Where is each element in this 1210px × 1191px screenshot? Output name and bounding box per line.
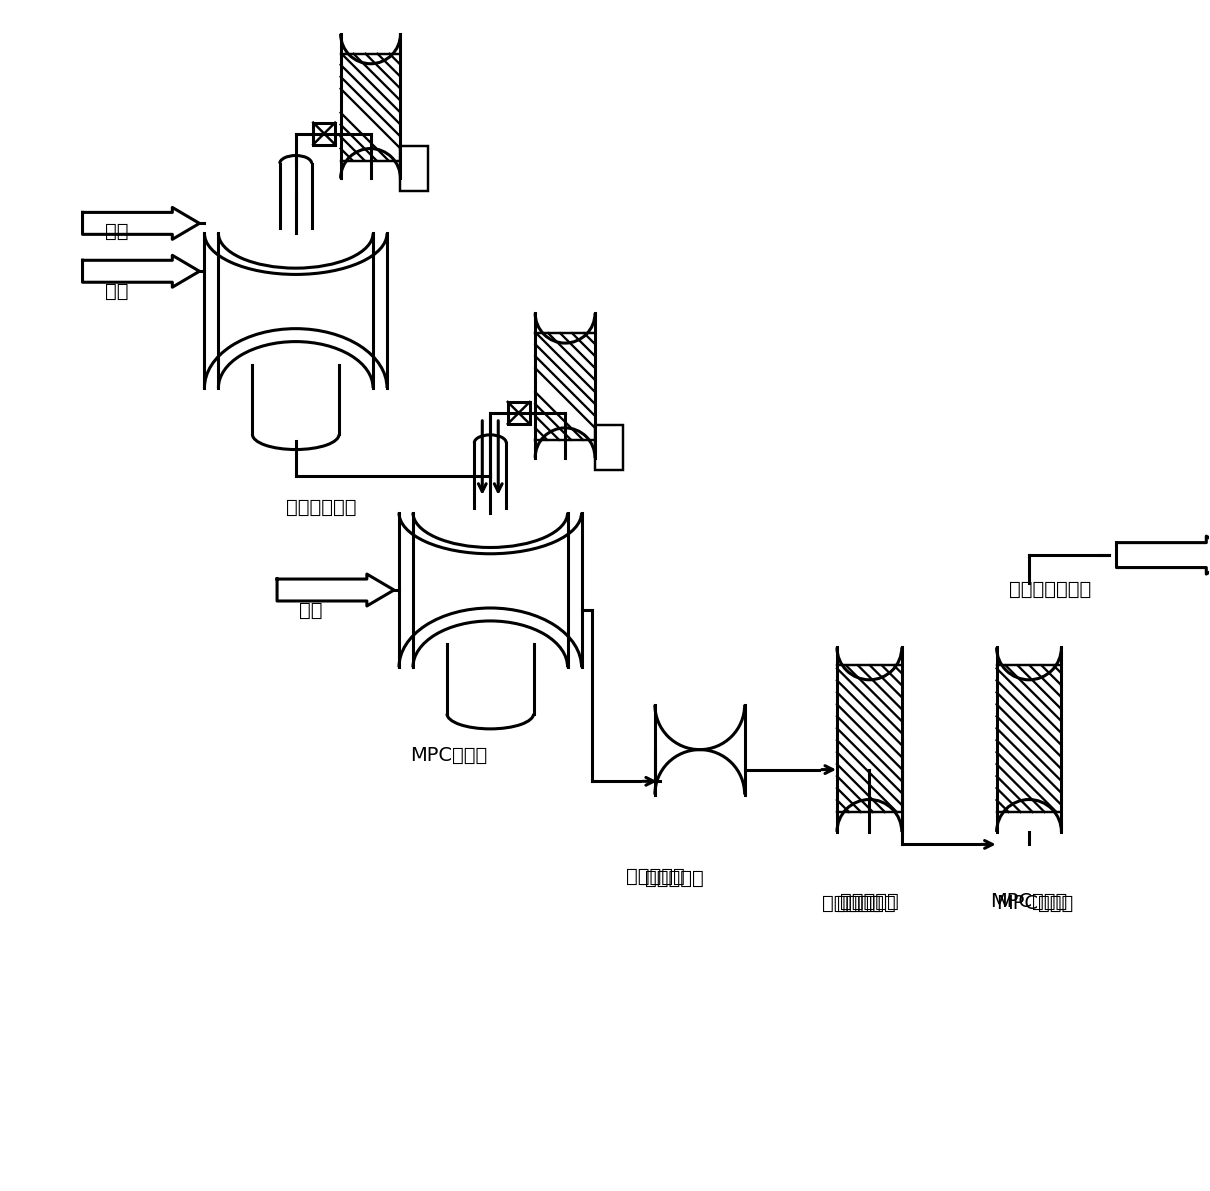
Bar	[401, 146, 428, 191]
Text: 苯氨基甲酸甲酩: 苯氨基甲酸甲酩	[1009, 580, 1091, 599]
Bar	[313, 123, 335, 144]
Text: 尿素: 尿素	[105, 282, 128, 300]
Text: 苯胺: 苯胺	[105, 222, 128, 241]
Text: MPC合成釜: MPC合成釜	[410, 746, 488, 765]
Text: 甲醇回莒罐: 甲醇回莒罐	[626, 867, 685, 886]
Text: 甲醇回莒罐: 甲醇回莒罐	[822, 894, 881, 913]
Bar	[508, 401, 530, 424]
Text: 甲醇回莒罐: 甲醇回莒罐	[645, 869, 704, 888]
Text: 混合脲合成釜: 混合脲合成釜	[286, 498, 356, 517]
Text: 甲醇: 甲醇	[299, 600, 323, 619]
Text: MPC精制塔: MPC精制塔	[997, 894, 1073, 913]
Bar	[595, 425, 623, 470]
Text: MPC精制塔: MPC精制塔	[990, 892, 1067, 911]
Text: 苯胺分离塔: 苯胺分离塔	[840, 892, 899, 911]
Text: 苯胺分离塔: 苯胺分离塔	[837, 894, 895, 913]
